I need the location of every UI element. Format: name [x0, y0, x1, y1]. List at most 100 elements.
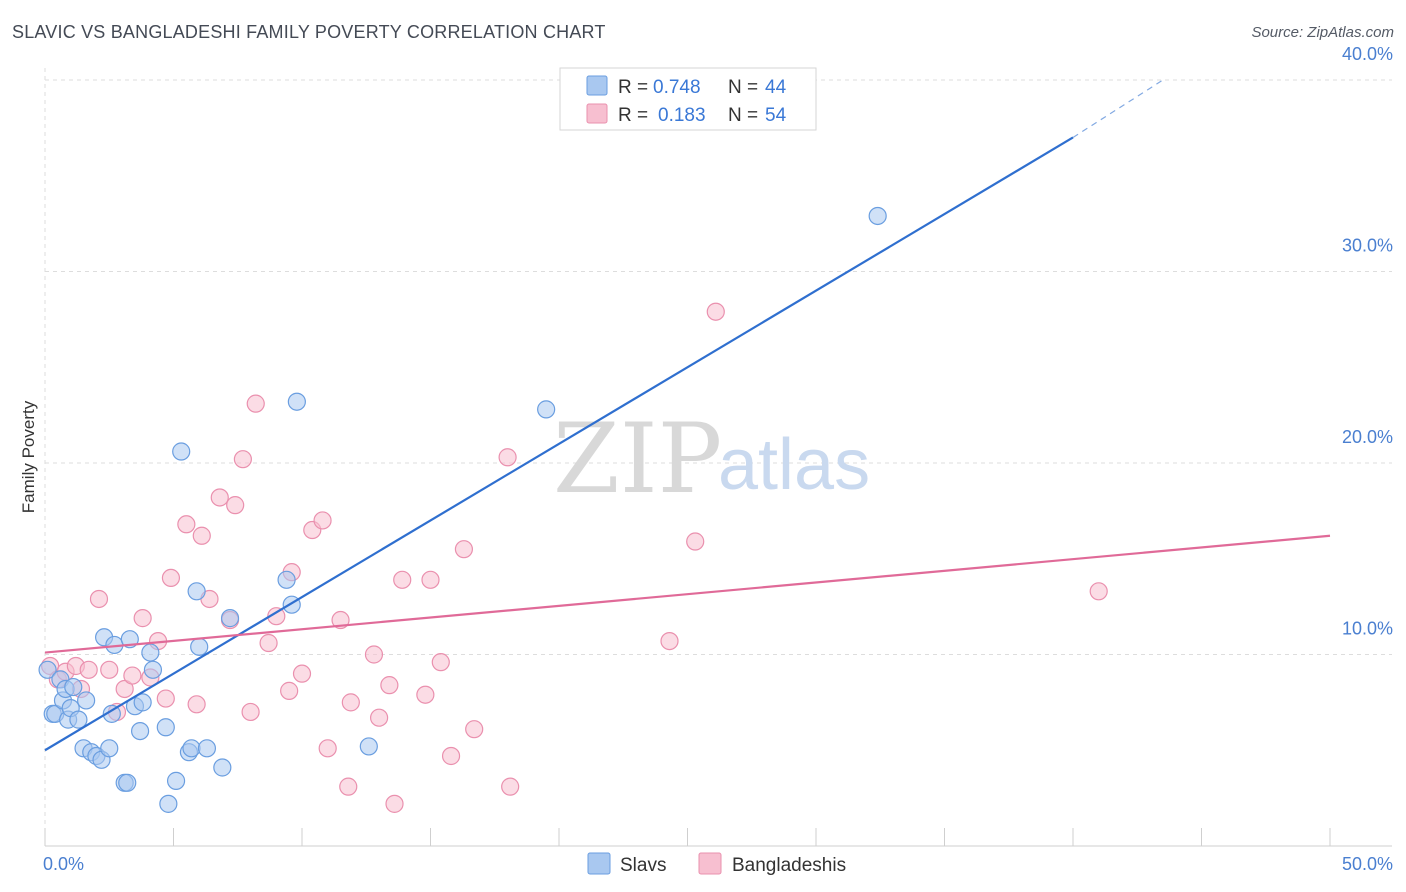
legend-n-value-slavs: 44: [765, 77, 787, 98]
point-slavs-29: [166, 771, 186, 790]
point-bangladeshis-36: [341, 693, 360, 712]
point-bangladeshis-46: [454, 540, 474, 559]
y-tick-label-30: 30.0%: [1342, 236, 1393, 256]
legend-swatch-bangladeshis: [586, 103, 608, 124]
legend-n-label-bangladeshis: N =: [728, 105, 758, 126]
point-bangladeshis-26: [259, 633, 278, 653]
source-label: Source: ZipAtlas.com: [1251, 24, 1394, 41]
point-slavs-11: [77, 691, 96, 710]
bottom-legend-swatch-bangladeshis: [698, 852, 722, 875]
trend-lines: [44, 79, 1331, 752]
point-bangladeshis-16: [177, 515, 196, 534]
point-slavs-30: [172, 442, 191, 461]
watermark: ZIP atlas: [553, 403, 870, 515]
legend-r-value-bangladeshis: 0.183: [658, 105, 706, 126]
trend-line-slavs: [44, 136, 1074, 752]
point-slavs-40: [287, 392, 306, 411]
point-bangladeshis-40: [385, 794, 404, 813]
point-slavs-17: [102, 704, 121, 723]
point-slavs-35: [197, 739, 217, 758]
point-slavs-20: [118, 773, 137, 792]
point-bangladeshis-25: [246, 394, 265, 413]
point-bangladeshis-53: [1089, 582, 1108, 601]
point-bangladeshis-38: [370, 708, 389, 727]
legend-r-value-slavs: 0.748: [653, 77, 701, 98]
point-slavs-43: [868, 206, 887, 226]
point-bangladeshis-14: [156, 689, 175, 708]
watermark-zip: ZIP: [553, 403, 722, 515]
legend-n-label-slavs: N =: [728, 77, 758, 98]
legend-swatch-slavs: [586, 75, 608, 96]
point-bangladeshis-23: [233, 450, 252, 469]
point-slavs-28: [159, 794, 178, 813]
trend-line-slavs-extension: [1072, 79, 1164, 138]
bottom-legend-label-slavs: Slavs: [620, 855, 666, 876]
legend: R = 0.748 N = 44 R = 0.183 N = 54: [559, 67, 817, 131]
point-slavs-33: [187, 582, 206, 601]
point-slavs-36: [213, 758, 232, 777]
point-slavs-24: [133, 693, 152, 712]
point-bangladeshis-50: [660, 631, 679, 651]
axes: 10.0% 20.0% 30.0% 40.0% 0.0% 50.0%: [43, 44, 1393, 874]
point-bangladeshis-43: [421, 570, 440, 589]
point-bangladeshis-9: [115, 679, 134, 699]
point-slavs-42: [537, 400, 556, 419]
bottom-legend-swatch-slavs: [587, 852, 611, 875]
trend-line-bangladeshis: [44, 534, 1331, 654]
point-bangladeshis-28: [280, 681, 299, 700]
point-bangladeshis-44: [431, 653, 450, 672]
bottom-legend-label-bangladeshis: Bangladeshis: [732, 855, 846, 876]
point-bangladeshis-11: [133, 609, 152, 628]
point-bangladeshis-24: [241, 702, 260, 722]
series-bangladeshis: [41, 302, 1108, 813]
point-bangladeshis-49: [501, 777, 520, 796]
series-slavs: [38, 206, 887, 813]
point-bangladeshis-33: [318, 739, 337, 758]
point-bangladeshis-42: [416, 685, 435, 704]
point-slavs-8: [64, 677, 83, 697]
point-bangladeshis-47: [465, 720, 484, 739]
point-slavs-9: [69, 710, 88, 729]
point-bangladeshis-41: [393, 570, 412, 589]
point-bangladeshis-22: [226, 496, 245, 515]
point-bangladeshis-10: [123, 666, 142, 685]
point-slavs-37: [220, 609, 240, 628]
y-tick-label-10: 10.0%: [1342, 619, 1393, 639]
chart-title: SLAVIC VS BANGLADESHI FAMILY POVERTY COR…: [12, 22, 606, 42]
legend-n-value-bangladeshis: 54: [765, 105, 787, 126]
point-bangladeshis-5: [79, 660, 98, 679]
point-bangladeshis-32: [313, 511, 332, 530]
point-slavs-0: [38, 660, 57, 679]
point-slavs-34: [190, 637, 209, 656]
point-slavs-41: [359, 737, 378, 756]
y-axis-label: Family Poverty: [19, 400, 38, 513]
point-slavs-38: [277, 570, 296, 589]
point-bangladeshis-6: [89, 589, 109, 609]
legend-r-label-bangladeshis: R =: [618, 105, 648, 126]
point-bangladeshis-37: [364, 645, 384, 664]
watermark-atlas: atlas: [718, 425, 870, 505]
x-tick-label-50: 50.0%: [1342, 854, 1393, 874]
x-tick-label-0: 0.0%: [43, 854, 84, 874]
point-slavs-26: [143, 660, 163, 679]
legend-r-label-slavs: R =: [618, 77, 648, 98]
point-bangladeshis-17: [187, 695, 206, 714]
point-bangladeshis-52: [706, 302, 725, 321]
point-slavs-16: [100, 739, 119, 758]
point-bangladeshis-35: [339, 777, 358, 796]
y-tick-label-40: 40.0%: [1342, 44, 1393, 64]
point-bangladeshis-7: [100, 660, 119, 679]
point-bangladeshis-39: [380, 676, 399, 695]
point-bangladeshis-48: [498, 448, 517, 467]
point-bangladeshis-30: [292, 664, 312, 683]
point-bangladeshis-51: [686, 532, 705, 551]
point-bangladeshis-18: [192, 526, 211, 545]
point-bangladeshis-20: [210, 488, 229, 507]
point-slavs-27: [156, 718, 175, 737]
point-slavs-32: [182, 739, 201, 758]
y-tick-label-20: 20.0%: [1342, 427, 1393, 447]
bottom-legend: Slavs Bangladeshis: [587, 852, 846, 876]
point-bangladeshis-45: [441, 746, 461, 766]
point-bangladeshis-15: [161, 568, 181, 588]
